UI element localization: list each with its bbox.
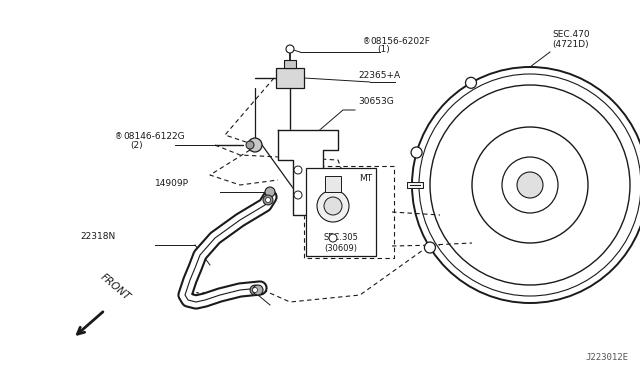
Circle shape <box>266 198 271 202</box>
Polygon shape <box>278 130 338 215</box>
Circle shape <box>253 285 263 295</box>
Text: ®: ® <box>363 37 371 46</box>
Text: MT: MT <box>359 174 372 183</box>
Text: (1): (1) <box>377 45 390 54</box>
Text: 22318N: 22318N <box>80 232 115 241</box>
Bar <box>284 60 296 68</box>
Circle shape <box>324 197 342 215</box>
Circle shape <box>294 191 302 199</box>
Circle shape <box>246 141 254 149</box>
Circle shape <box>263 195 273 205</box>
Text: 08146-6122G: 08146-6122G <box>123 132 184 141</box>
Text: (2): (2) <box>130 141 143 150</box>
Text: 14909P: 14909P <box>155 179 189 188</box>
Circle shape <box>253 288 257 292</box>
Bar <box>306 168 376 256</box>
Text: SEC.470: SEC.470 <box>552 30 589 39</box>
Text: 30653G: 30653G <box>358 97 394 106</box>
Circle shape <box>317 190 349 222</box>
Text: ®: ® <box>115 132 122 141</box>
Bar <box>276 68 304 88</box>
Circle shape <box>294 166 302 174</box>
Text: 08156-6202F: 08156-6202F <box>370 37 430 46</box>
Circle shape <box>517 172 543 198</box>
Text: J223012E: J223012E <box>585 353 628 362</box>
Text: 22365+A: 22365+A <box>358 71 400 80</box>
Circle shape <box>250 285 260 295</box>
Circle shape <box>329 234 337 242</box>
Text: FRONT: FRONT <box>98 272 132 302</box>
Circle shape <box>265 187 275 197</box>
Text: (4721D): (4721D) <box>552 40 589 49</box>
Circle shape <box>411 147 422 158</box>
Circle shape <box>465 77 477 88</box>
Circle shape <box>286 45 294 53</box>
Text: 14909P: 14909P <box>195 292 229 301</box>
Bar <box>325 176 341 192</box>
Circle shape <box>424 242 435 253</box>
Text: SEC.305: SEC.305 <box>324 234 358 243</box>
Circle shape <box>248 138 262 152</box>
Text: (30609): (30609) <box>324 244 358 253</box>
